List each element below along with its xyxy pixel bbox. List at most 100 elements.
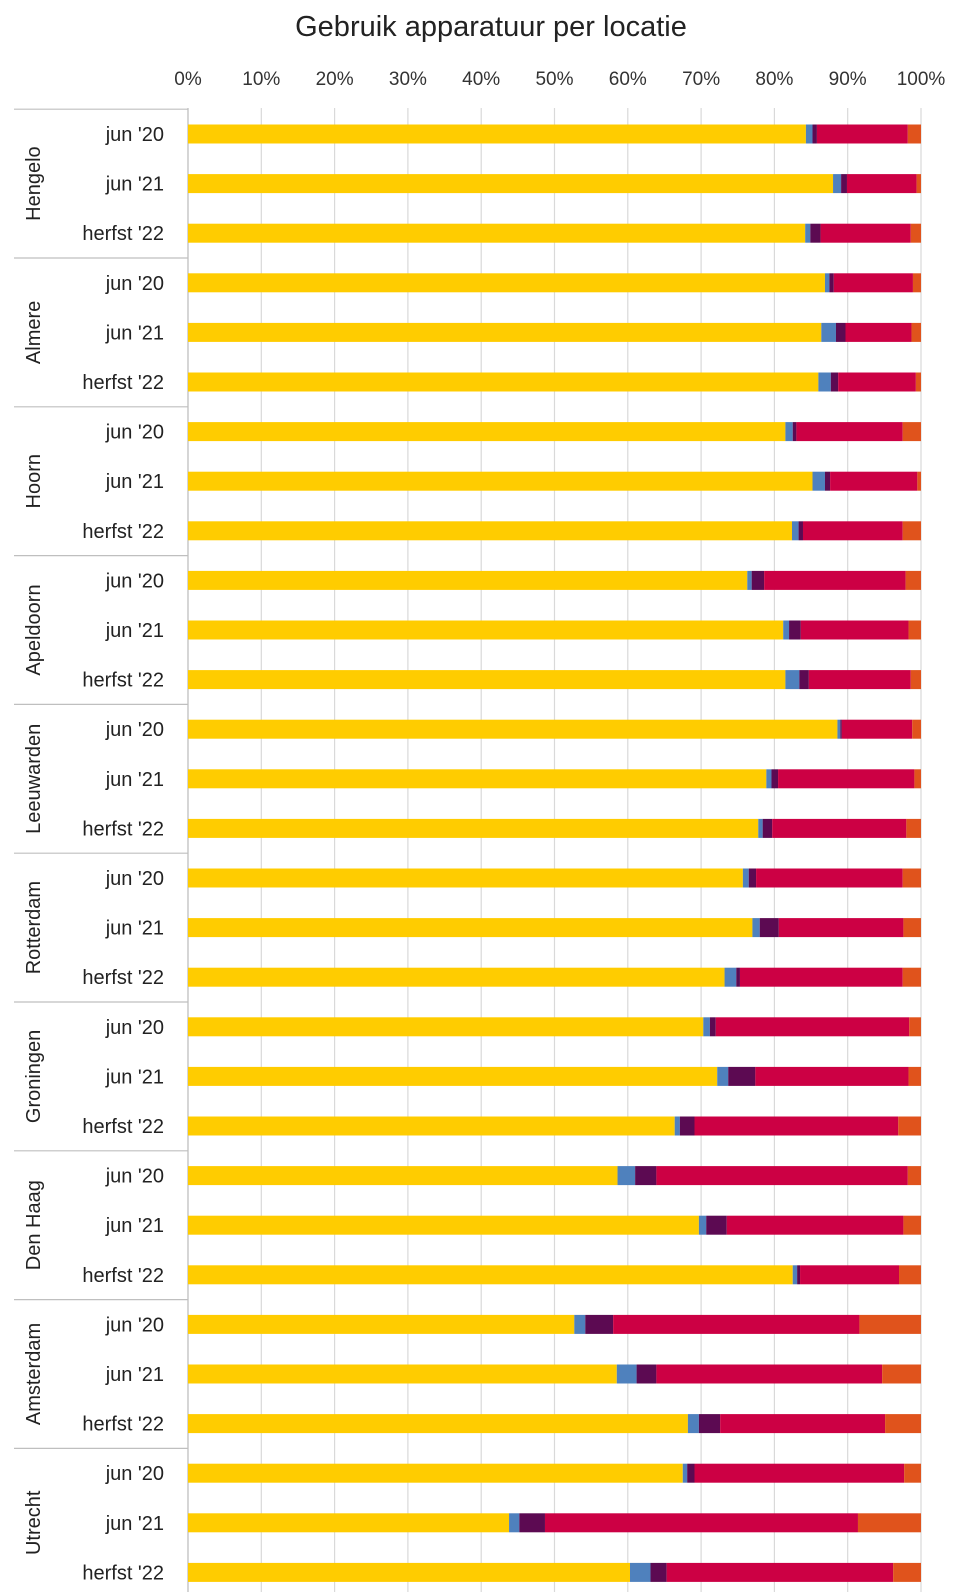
row-label: herfst '22 <box>82 223 164 245</box>
bar-segment <box>720 1414 886 1434</box>
bar-segment <box>785 670 800 690</box>
bar-segment <box>188 471 813 491</box>
bar-segment <box>798 521 803 541</box>
group-labels: Hengelo Almere Hoorn Apeldoorn Leeuwarden Rot… <box>23 146 45 1555</box>
bar-segment <box>752 918 760 938</box>
bar-segment <box>810 223 821 243</box>
bar-segment <box>824 471 831 491</box>
row-label: jun '21 <box>105 471 164 493</box>
bar-segment <box>841 174 847 194</box>
bar-segment <box>751 570 765 590</box>
bar-segment <box>903 918 921 938</box>
bar-segment <box>703 1017 710 1037</box>
row-label: jun '20 <box>105 1314 164 1336</box>
bar-segment <box>679 1116 695 1136</box>
bar-segment <box>188 570 748 590</box>
bar-segment <box>188 1215 699 1235</box>
chart-title: Gebruik apparatuur per locatie <box>295 11 687 43</box>
bar-segment <box>818 372 831 392</box>
bar-segment <box>838 372 916 392</box>
bar-segment <box>912 719 921 739</box>
bar-segment <box>759 918 779 938</box>
bar-segment <box>907 1166 921 1186</box>
row-label: herfst '22 <box>82 1116 164 1138</box>
bar-segment <box>800 620 909 640</box>
bar-segment <box>764 570 906 590</box>
bar-segment <box>724 967 737 987</box>
row-label: herfst '22 <box>82 670 164 692</box>
row-label: jun '21 <box>105 174 164 196</box>
group-label: Amsterdam <box>23 1323 45 1425</box>
bar-segment <box>785 422 793 442</box>
bar-segment <box>756 868 903 888</box>
bar-segment <box>791 521 799 541</box>
bar-segment <box>829 273 834 293</box>
bar-segment <box>188 521 792 541</box>
bar-segment <box>188 967 725 987</box>
bar-segment <box>859 1314 921 1334</box>
bar-segment <box>909 1017 921 1037</box>
bar-segment <box>687 1414 699 1434</box>
bar-segment <box>796 422 903 442</box>
bar-segment <box>585 1314 614 1334</box>
group-label: Groningen <box>23 1030 45 1123</box>
bar-segment <box>824 273 830 293</box>
bar-segment <box>905 570 921 590</box>
bar-segment <box>650 1562 667 1582</box>
x-tick-label: 50% <box>535 69 573 90</box>
bar-segment <box>544 1513 858 1533</box>
x-tick-label: 10% <box>242 69 280 90</box>
bar-segment <box>830 471 918 491</box>
bar-segment <box>698 1215 707 1235</box>
bar-segment <box>816 124 908 144</box>
bar-segment <box>915 372 921 392</box>
bar-segment <box>833 273 913 293</box>
row-label: jun '21 <box>105 322 164 344</box>
x-tick-label: 100% <box>897 69 946 90</box>
row-label: jun '20 <box>105 1166 164 1188</box>
bar-segment <box>882 1364 921 1384</box>
bar-segment <box>694 1463 905 1483</box>
bar-segment <box>833 174 842 194</box>
bar-segment <box>902 422 921 442</box>
bar-segment <box>629 1562 651 1582</box>
bar-segment <box>715 1017 910 1037</box>
bar-segment <box>717 1066 729 1086</box>
row-label: herfst '22 <box>82 1562 164 1584</box>
bar-segment <box>188 868 743 888</box>
bar-segment <box>835 322 846 342</box>
row-label: jun '20 <box>105 124 164 146</box>
group-label: Den Haag <box>23 1180 45 1270</box>
bar-segment <box>736 967 740 987</box>
bar-segment <box>188 1364 617 1384</box>
bar-segment <box>755 1066 909 1086</box>
group-label: Hoorn <box>23 454 45 508</box>
bar-segment <box>762 818 773 838</box>
bar-segment <box>635 1166 657 1186</box>
group-label: Apeldoorn <box>23 584 45 675</box>
bar-segment <box>509 1513 520 1533</box>
bar-segment <box>188 223 806 243</box>
bar-segment <box>656 1364 883 1384</box>
bar-segment <box>188 719 838 739</box>
bar-segment <box>906 818 921 838</box>
bar-segment <box>885 1414 921 1434</box>
bar-segment <box>616 1364 637 1384</box>
bar-segment <box>188 620 784 640</box>
bar-segment <box>778 769 915 789</box>
group-label: Hengelo <box>23 146 45 221</box>
row-label: jun '20 <box>105 570 164 592</box>
row-label: jun '21 <box>105 1215 164 1237</box>
bar-segment <box>812 124 817 144</box>
bar-segment <box>800 1265 900 1285</box>
bar-segment <box>747 570 752 590</box>
bar-segment <box>709 1017 716 1037</box>
bar-segment <box>899 1265 921 1285</box>
bar-segment <box>808 670 911 690</box>
row-label: jun '20 <box>105 1463 164 1485</box>
bar-segment <box>687 1463 695 1483</box>
bar-segment <box>766 769 772 789</box>
bar-segment <box>748 868 757 888</box>
row-label: jun '20 <box>105 719 164 741</box>
